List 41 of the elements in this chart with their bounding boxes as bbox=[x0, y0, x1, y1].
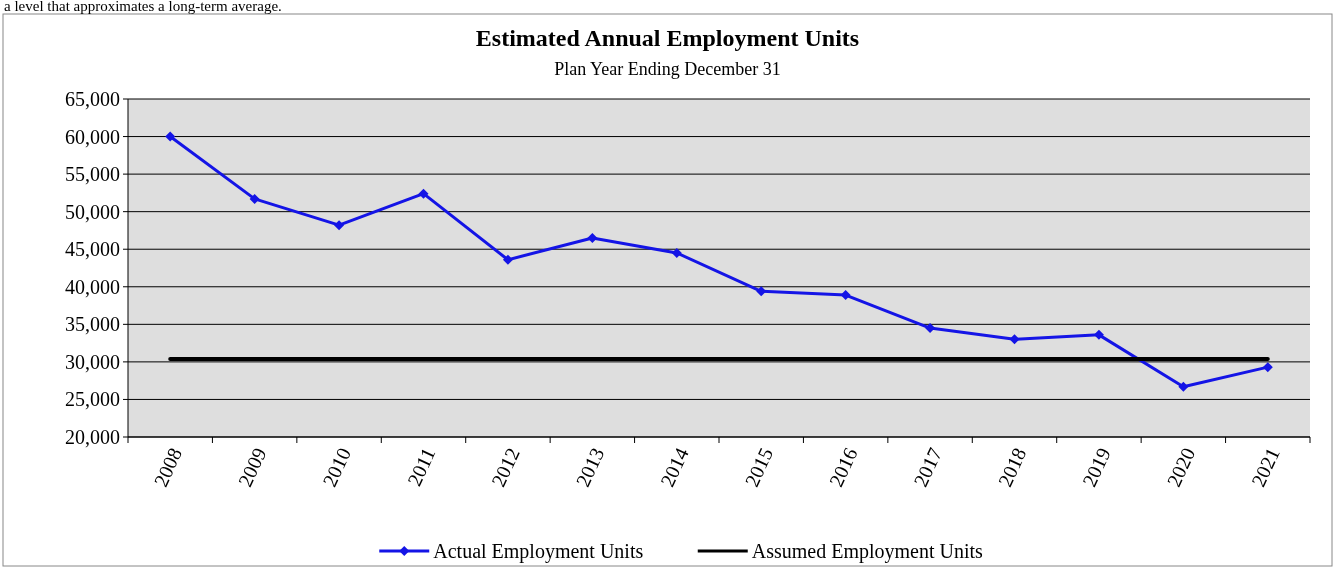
point bbox=[334, 220, 345, 231]
x-tick-label: 2017 bbox=[909, 444, 947, 490]
y-tick-label: 30,000 bbox=[65, 350, 120, 373]
point bbox=[1009, 334, 1020, 345]
x-tick-label: 2008 bbox=[149, 444, 187, 490]
x-tick-label: 2019 bbox=[1078, 444, 1115, 490]
point bbox=[502, 254, 513, 265]
point bbox=[1178, 381, 1189, 392]
y-tick-label: 55,000 bbox=[65, 163, 120, 186]
x-tick-label: 2016 bbox=[824, 444, 862, 490]
legend-label: Assumed Employment Units bbox=[751, 540, 984, 563]
x-tick-label: 2020 bbox=[1162, 444, 1200, 490]
point bbox=[840, 290, 851, 301]
x-tick-label: 2011 bbox=[402, 444, 440, 490]
chart-title: Estimated Annual Employment Units bbox=[475, 25, 860, 51]
y-tick-label: 60,000 bbox=[65, 125, 120, 148]
x-tick-label: 2018 bbox=[993, 444, 1031, 490]
point bbox=[671, 247, 682, 258]
point bbox=[587, 232, 598, 243]
y-tick-label: 25,000 bbox=[65, 388, 120, 411]
x-tick-label: 2021 bbox=[1246, 444, 1284, 490]
point bbox=[925, 323, 936, 334]
x-tick-label: 2009 bbox=[233, 444, 271, 490]
y-tick-label: 50,000 bbox=[65, 200, 120, 223]
x-tick-label: 2012 bbox=[487, 444, 524, 490]
point bbox=[1262, 362, 1273, 373]
y-tick-label: 65,000 bbox=[65, 88, 120, 110]
y-tick-label: 40,000 bbox=[65, 275, 120, 298]
y-tick-label: 20,000 bbox=[65, 426, 120, 448]
y-tick-label: 45,000 bbox=[65, 238, 120, 261]
point bbox=[165, 131, 176, 142]
y-tick-label: 35,000 bbox=[65, 313, 120, 336]
legend-label: Actual Employment Units bbox=[433, 540, 644, 563]
x-tick-label: 2010 bbox=[318, 444, 356, 490]
point bbox=[418, 188, 429, 199]
text: a level that approximates a long-term average. bbox=[4, 0, 282, 14]
chart-subtitle: Plan Year Ending December 31 bbox=[554, 59, 781, 79]
point bbox=[249, 193, 260, 204]
x-tick-label: 2015 bbox=[740, 444, 778, 490]
x-tick-label: 2013 bbox=[571, 444, 609, 490]
x-tick-label: 2014 bbox=[655, 444, 693, 490]
